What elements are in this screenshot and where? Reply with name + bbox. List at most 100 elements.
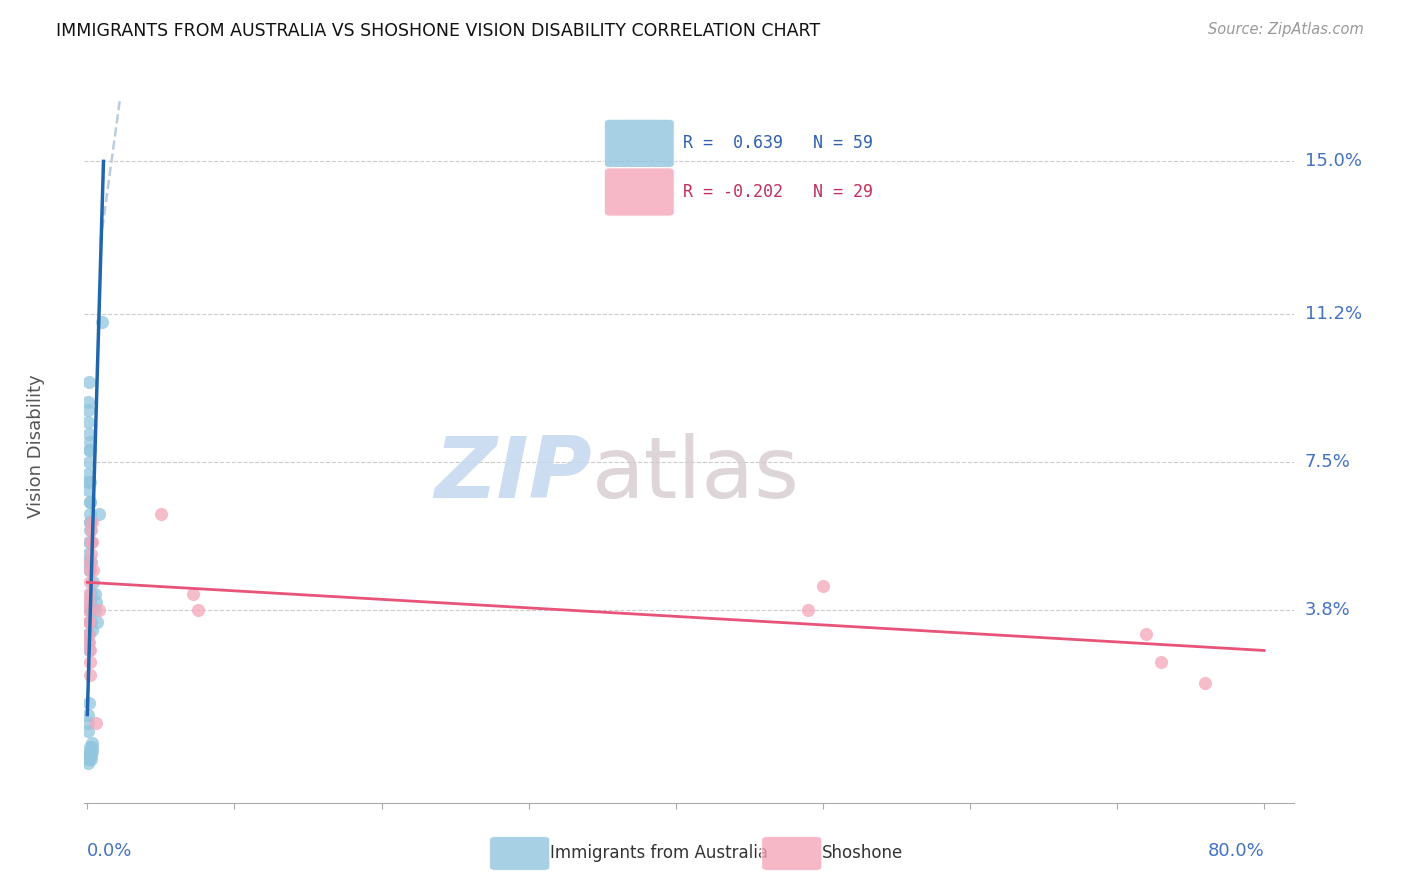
FancyBboxPatch shape xyxy=(605,168,675,216)
Point xyxy=(77,643,100,657)
Point xyxy=(83,603,105,617)
Point xyxy=(86,615,108,630)
Point xyxy=(77,595,100,609)
Point xyxy=(79,615,101,630)
Point xyxy=(1194,675,1216,690)
Point xyxy=(77,615,100,630)
Point xyxy=(79,747,101,762)
Point xyxy=(79,587,101,601)
Point xyxy=(79,495,101,509)
Point xyxy=(79,435,101,450)
Point xyxy=(79,555,101,569)
Point xyxy=(77,427,100,442)
Point xyxy=(82,575,104,590)
Point xyxy=(76,403,98,417)
Point xyxy=(87,603,110,617)
Point xyxy=(1150,656,1173,670)
Text: 7.5%: 7.5% xyxy=(1305,453,1351,471)
Point xyxy=(79,667,101,681)
Point xyxy=(77,615,100,630)
Point xyxy=(77,707,100,722)
Point xyxy=(84,595,107,609)
Point xyxy=(80,535,103,549)
Point xyxy=(149,507,172,521)
Point xyxy=(79,656,101,670)
Point xyxy=(80,624,103,638)
Point xyxy=(77,563,100,577)
Text: Vision Disability: Vision Disability xyxy=(27,374,45,518)
Point xyxy=(79,515,101,529)
Point xyxy=(79,563,101,577)
Point xyxy=(82,563,104,577)
Point xyxy=(77,635,100,649)
Text: 80.0%: 80.0% xyxy=(1208,842,1264,860)
Point xyxy=(797,603,820,617)
Point xyxy=(1135,627,1157,641)
Point xyxy=(80,515,103,529)
Point xyxy=(79,595,101,609)
Point xyxy=(80,555,103,569)
Point xyxy=(79,739,101,754)
Point xyxy=(811,579,834,593)
Point xyxy=(77,696,100,710)
Point xyxy=(82,739,104,754)
Point xyxy=(79,575,101,590)
Text: 3.8%: 3.8% xyxy=(1305,601,1350,619)
Text: IMMIGRANTS FROM AUSTRALIA VS SHOSHONE VISION DISABILITY CORRELATION CHART: IMMIGRANTS FROM AUSTRALIA VS SHOSHONE VI… xyxy=(56,22,820,40)
Point xyxy=(79,603,101,617)
Point xyxy=(77,747,100,762)
Point xyxy=(77,415,100,429)
Point xyxy=(77,587,100,601)
Point xyxy=(77,535,100,549)
Point xyxy=(77,603,100,617)
Point xyxy=(76,483,98,497)
Point xyxy=(181,587,204,601)
Point xyxy=(77,627,100,641)
Text: ZIP: ZIP xyxy=(434,433,592,516)
Point xyxy=(77,455,100,469)
FancyBboxPatch shape xyxy=(605,120,675,168)
Point xyxy=(77,627,100,641)
Point xyxy=(80,615,103,630)
Point xyxy=(79,523,101,537)
Point xyxy=(79,507,101,521)
Point xyxy=(80,603,103,617)
Point xyxy=(79,442,101,457)
Point xyxy=(77,635,100,649)
Point xyxy=(79,495,101,509)
FancyBboxPatch shape xyxy=(762,837,823,871)
Point xyxy=(79,475,101,489)
Point xyxy=(80,744,103,758)
Point xyxy=(77,475,100,489)
Point xyxy=(76,715,98,730)
Text: R = -0.202   N = 29: R = -0.202 N = 29 xyxy=(683,183,873,201)
Text: atlas: atlas xyxy=(592,433,800,516)
Point xyxy=(187,603,209,617)
Point xyxy=(79,515,101,529)
Point xyxy=(84,715,107,730)
Point xyxy=(79,752,101,766)
Point xyxy=(80,736,103,750)
Point xyxy=(77,555,100,569)
Point xyxy=(80,523,103,537)
Point xyxy=(80,744,103,758)
Text: 0.0%: 0.0% xyxy=(87,842,132,860)
Point xyxy=(77,442,100,457)
Text: 11.2%: 11.2% xyxy=(1305,305,1362,323)
Text: Shoshone: Shoshone xyxy=(823,845,903,863)
Point xyxy=(79,643,101,657)
Point xyxy=(79,744,101,758)
Point xyxy=(79,535,101,549)
Text: 15.0%: 15.0% xyxy=(1305,153,1361,170)
Point xyxy=(77,723,100,738)
Point xyxy=(87,507,110,521)
Point xyxy=(77,375,100,389)
Point xyxy=(77,756,100,770)
Point xyxy=(77,752,100,766)
Point xyxy=(82,535,104,549)
Text: Source: ZipAtlas.com: Source: ZipAtlas.com xyxy=(1208,22,1364,37)
Point xyxy=(77,547,100,561)
Point xyxy=(77,467,100,481)
Point xyxy=(77,395,100,409)
Point xyxy=(80,747,103,762)
